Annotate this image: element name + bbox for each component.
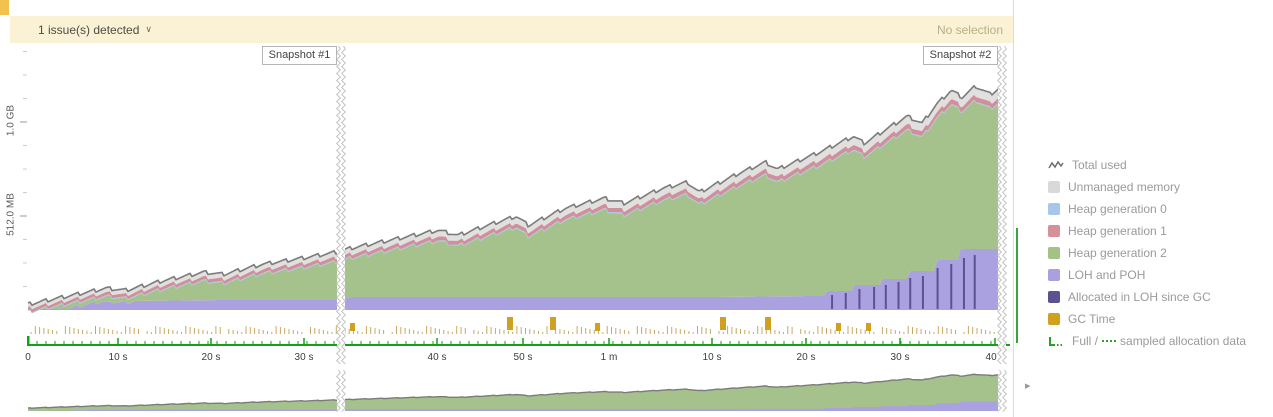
legend-item-heap-generation-1: Heap generation 1: [1048, 224, 1272, 238]
loh-and-poh-swatch-icon: [1048, 269, 1060, 281]
legend-item-unmanaged-memory: Unmanaged memory: [1048, 180, 1272, 194]
vertical-range-indicator[interactable]: [1016, 228, 1018, 343]
gc-time-swatch-icon: [1048, 313, 1060, 325]
issues-header-bar: 1 issue(s) detected ∨ No selection: [10, 16, 1013, 43]
svg-text:1 m: 1 m: [601, 352, 618, 363]
legend-item-heap-generation-2: Heap generation 2: [1048, 246, 1272, 260]
warning-strip: [0, 0, 9, 15]
svg-text:10 s: 10 s: [703, 352, 722, 363]
legend-item-full-sampled-allocation-data: Full / sampled allocation data: [1048, 334, 1272, 348]
legend-label: GC Time: [1068, 312, 1116, 326]
panel-divider: [1013, 0, 1014, 417]
minimap[interactable]: [27, 373, 1005, 411]
chevron-down-icon: ∨: [145, 24, 152, 34]
heap-generation-1-swatch-icon: [1048, 225, 1060, 237]
snapshot-cut-marks: [335, 45, 1008, 415]
heap-generation-2-swatch-icon: [1048, 247, 1060, 259]
chart-legend: Total used Unmanaged memory Heap generatio…: [1048, 158, 1272, 348]
legend-item-heap-generation-0: Heap generation 0: [1048, 202, 1272, 216]
gc-time-track: [30, 317, 1004, 334]
snapshot-2-marker-label[interactable]: Snapshot #2: [923, 46, 998, 65]
unmanaged-memory-swatch-icon: [1048, 181, 1060, 193]
legend-item-allocated-in-loh-since-gc: Allocated in LOH since GC: [1048, 290, 1272, 304]
legend-label: Unmanaged memory: [1068, 180, 1181, 194]
legend-item-gc-time: GC Time: [1048, 312, 1272, 326]
svg-text:40 s: 40 s: [428, 352, 447, 363]
allocation-data-line-icon: [1049, 337, 1063, 346]
legend-label: Heap generation 0: [1068, 202, 1167, 216]
svg-text:0: 0: [25, 352, 31, 363]
time-axis: 0 10 s 20 s 30 s 40 s 50 s 1 m 10 s 20 s 30 s 40 s: [25, 336, 1010, 363]
memory-timeline-chart[interactable]: 0 10 s 20 s 30 s 40 s 50 s 1 m 10 s 20 s 30 s 40 s: [0, 44, 1040, 417]
svg-text:20 s: 20 s: [797, 352, 816, 363]
heap-generation-0-swatch-icon: [1048, 203, 1060, 215]
legend-label: Allocated in LOH since GC: [1068, 290, 1211, 304]
svg-text:10 s: 10 s: [109, 352, 128, 363]
snapshot-1-marker-label[interactable]: Snapshot #1: [262, 46, 337, 65]
svg-text:30 s: 30 s: [891, 352, 910, 363]
legend-item-loh-and-poh: LOH and POH: [1048, 268, 1272, 282]
sampled-dotted-line: [1102, 340, 1117, 342]
legend-label: Heap generation 1: [1068, 224, 1167, 238]
issues-dropdown[interactable]: 1 issue(s) detected ∨: [38, 23, 152, 37]
svg-text:50 s: 50 s: [514, 352, 533, 363]
total-used-line-icon: [1048, 160, 1064, 169]
svg-text:40 s: 40 s: [986, 352, 1005, 363]
svg-text:30 s: 30 s: [295, 352, 314, 363]
minimap-scroll-right-arrow-icon[interactable]: ▸: [1025, 380, 1031, 392]
selection-status: No selection: [936, 22, 1003, 37]
legend-label: LOH and POH: [1068, 268, 1146, 282]
issues-label: 1 issue(s) detected: [38, 22, 140, 37]
legend-label: Total used: [1072, 158, 1127, 172]
allocated-in-loh-since-gc-swatch-icon: [1048, 291, 1060, 303]
legend-item-total-used: Total used: [1048, 158, 1272, 172]
legend-label: Full / sampled allocation data: [1072, 334, 1247, 348]
svg-text:20 s: 20 s: [202, 352, 221, 363]
y-axis-ticks: [20, 51, 27, 287]
legend-label: Heap generation 2: [1068, 246, 1167, 260]
main-chart-area[interactable]: [27, 83, 1005, 314]
